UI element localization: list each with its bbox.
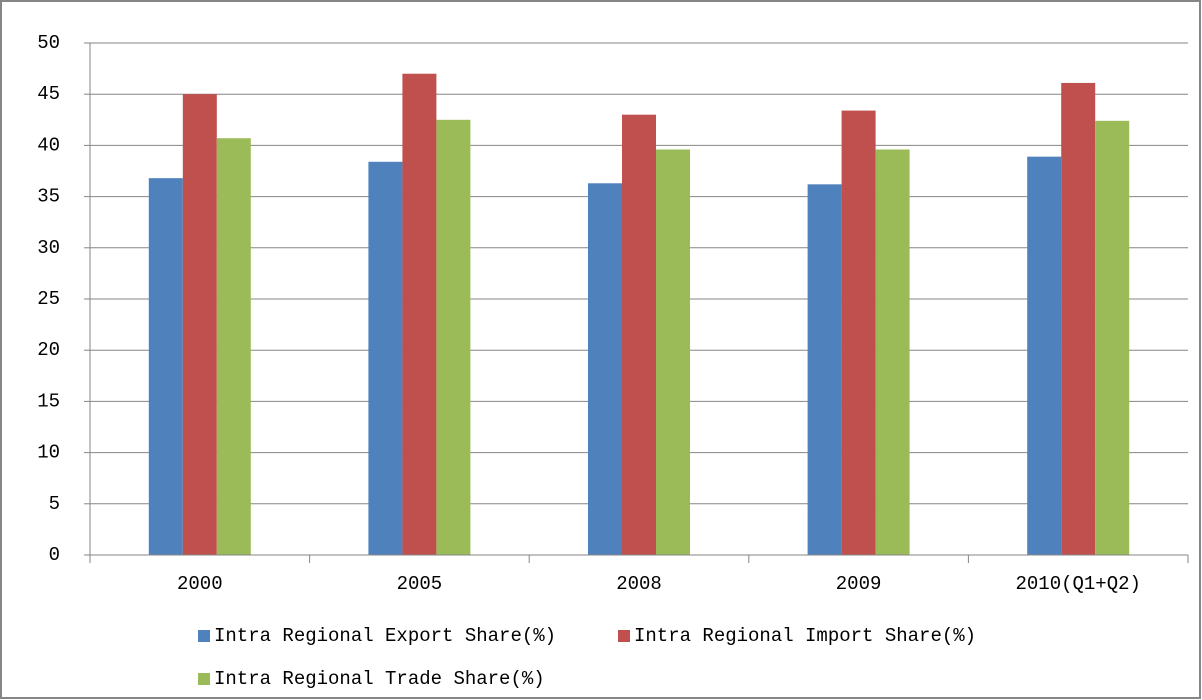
y-tick-label: 45 bbox=[37, 83, 60, 105]
y-tick-label: 30 bbox=[37, 237, 60, 259]
bar bbox=[1061, 82, 1096, 555]
bar bbox=[216, 138, 251, 555]
x-tick-label: 2009 bbox=[836, 573, 882, 595]
y-tick-label: 5 bbox=[49, 493, 60, 515]
bar bbox=[368, 161, 403, 555]
y-tick-label: 20 bbox=[37, 339, 60, 361]
legend-label: Intra Regional Trade Share(%) bbox=[214, 668, 545, 690]
y-tick-label: 25 bbox=[37, 288, 60, 310]
bar bbox=[807, 184, 842, 555]
x-tick-label: 2008 bbox=[616, 573, 662, 595]
bar bbox=[1095, 120, 1130, 555]
bar bbox=[402, 73, 437, 555]
bar bbox=[875, 149, 910, 555]
legend-swatch bbox=[618, 630, 630, 642]
legend-swatch bbox=[198, 673, 210, 685]
x-tick-label: 2005 bbox=[397, 573, 443, 595]
y-tick-label: 40 bbox=[37, 134, 60, 156]
bar bbox=[1027, 156, 1062, 555]
bar bbox=[436, 119, 471, 556]
bar bbox=[148, 178, 183, 555]
y-tick-label: 35 bbox=[37, 186, 60, 208]
bar bbox=[841, 110, 876, 556]
x-tick-label: 2010(Q1+Q2) bbox=[1015, 573, 1140, 595]
bar bbox=[622, 114, 656, 556]
bar bbox=[656, 149, 690, 555]
bar bbox=[588, 183, 622, 555]
legend-label: Intra Regional Import Share(%) bbox=[634, 625, 976, 647]
x-tick-label: 2000 bbox=[177, 573, 223, 595]
y-tick-label: 0 bbox=[49, 544, 60, 566]
legend-label: Intra Regional Export Share(%) bbox=[214, 625, 556, 647]
y-tick-label: 15 bbox=[37, 390, 60, 412]
legend-swatch bbox=[198, 630, 210, 642]
y-tick-label: 10 bbox=[37, 442, 60, 464]
bar bbox=[182, 94, 217, 555]
y-tick-label: 50 bbox=[37, 32, 60, 54]
